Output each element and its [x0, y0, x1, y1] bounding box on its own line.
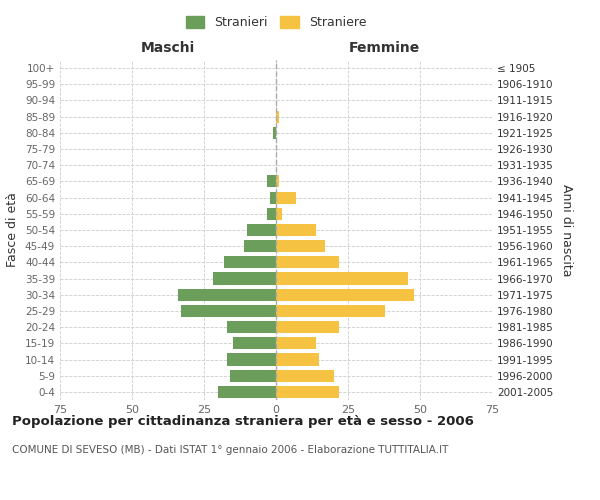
Legend: Stranieri, Straniere: Stranieri, Straniere — [181, 11, 371, 34]
Text: Popolazione per cittadinanza straniera per età e sesso - 2006: Popolazione per cittadinanza straniera p… — [12, 415, 474, 428]
Bar — [276, 288, 414, 301]
Bar — [212, 272, 276, 284]
Bar — [273, 127, 276, 139]
Bar — [276, 305, 385, 317]
Bar — [276, 370, 334, 382]
Bar — [276, 386, 340, 398]
Bar — [276, 256, 340, 268]
Bar — [276, 272, 409, 284]
Text: Femmine: Femmine — [349, 41, 419, 55]
Bar — [244, 240, 276, 252]
Bar — [181, 305, 276, 317]
Bar — [233, 338, 276, 349]
Bar — [276, 110, 279, 122]
Bar — [276, 354, 319, 366]
Bar — [268, 176, 276, 188]
Y-axis label: Anni di nascita: Anni di nascita — [560, 184, 573, 276]
Bar — [276, 338, 316, 349]
Bar — [178, 288, 276, 301]
Bar — [276, 192, 296, 203]
Bar — [270, 192, 276, 203]
Bar — [276, 224, 316, 236]
Bar — [268, 208, 276, 220]
Bar — [230, 370, 276, 382]
Y-axis label: Fasce di età: Fasce di età — [7, 192, 19, 268]
Bar — [224, 256, 276, 268]
Bar — [276, 176, 279, 188]
Bar — [276, 208, 282, 220]
Bar — [218, 386, 276, 398]
Text: COMUNE DI SEVESO (MB) - Dati ISTAT 1° gennaio 2006 - Elaborazione TUTTITALIA.IT: COMUNE DI SEVESO (MB) - Dati ISTAT 1° ge… — [12, 445, 448, 455]
Bar — [227, 321, 276, 333]
Bar — [276, 240, 325, 252]
Text: Maschi: Maschi — [141, 41, 195, 55]
Bar — [227, 354, 276, 366]
Bar — [276, 321, 340, 333]
Bar — [247, 224, 276, 236]
